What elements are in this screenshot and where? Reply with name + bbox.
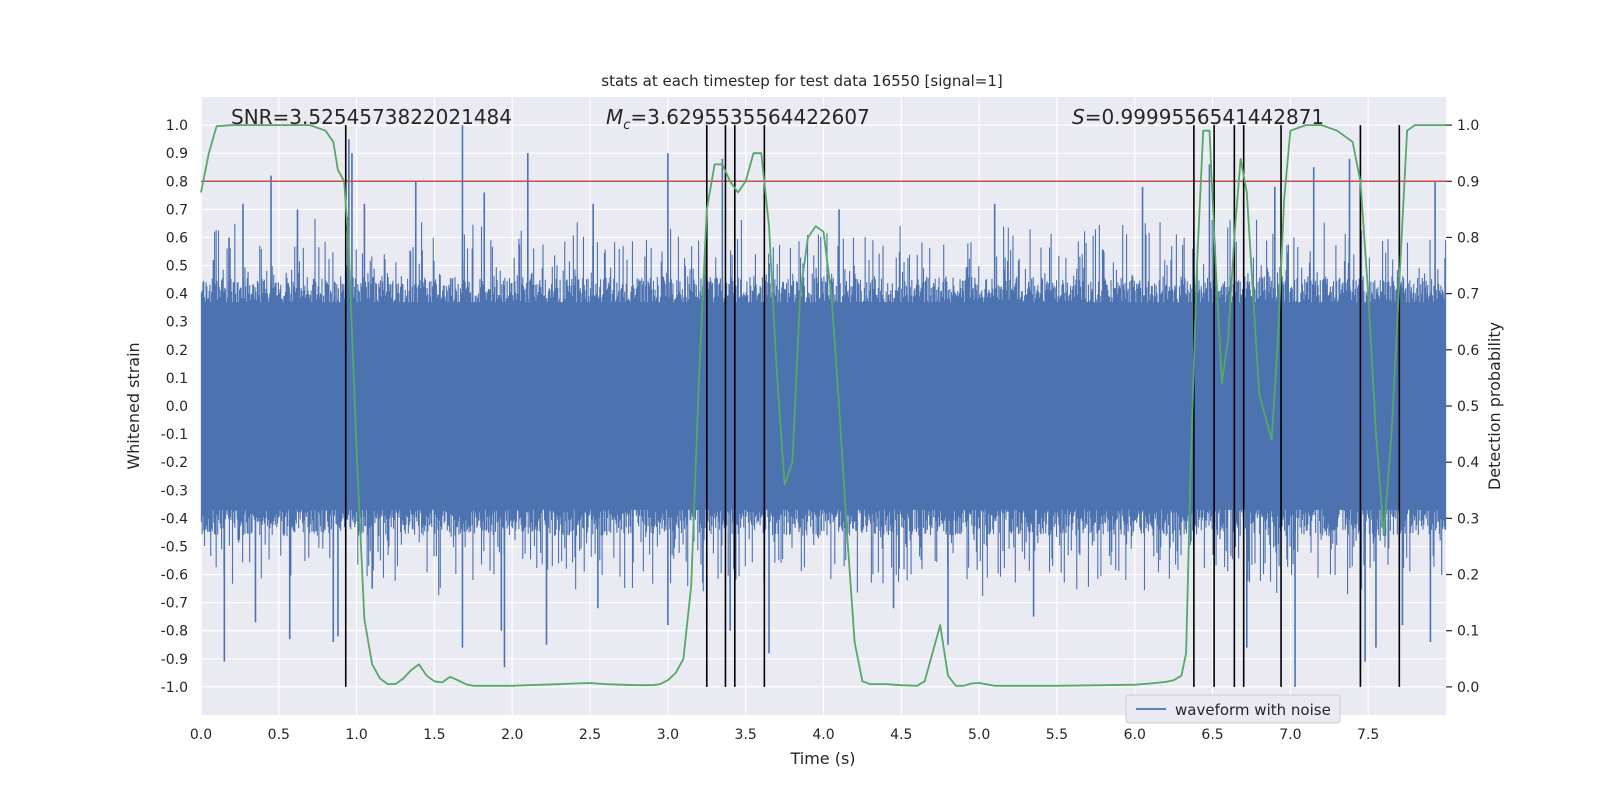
x-tick-label: 1.0 (345, 727, 367, 743)
y-tick-label-left: 0.8 (166, 174, 188, 190)
y-tick-label-left: 0.0 (166, 399, 188, 415)
y-tick-label-left: 0.1 (166, 371, 188, 387)
score-symbol: S (1072, 105, 1085, 129)
y-tick-label-right: 0.5 (1457, 399, 1479, 415)
y-tick-label-left: -1.0 (161, 680, 188, 696)
y-tick-label-right: 0.2 (1457, 568, 1479, 584)
x-tick-label: 5.5 (1046, 727, 1068, 743)
chirp-mass-annotation: Mc=3.6295535564422607 (606, 105, 870, 133)
y-tick-label-right: 0.9 (1457, 174, 1479, 190)
waveform-series (200, 125, 1447, 687)
y-tick-label-right: 1.0 (1457, 118, 1479, 134)
y-axis-left-ticks: -1.0 -0.9 -0.8 -0.7 -0.6 -0.5 -0.4 -0.3 -0.2 -0.1… (161, 118, 188, 696)
y-tick-label-right: 0.1 (1457, 624, 1479, 640)
y-tick-label-left: -0.7 (161, 596, 188, 612)
y-tick-label-left: -0.3 (161, 483, 188, 499)
chirp-mass-subscript: c (623, 118, 630, 133)
y-tick-label-left: -0.5 (161, 539, 188, 555)
y-tick-label-right: 0.8 (1457, 230, 1479, 246)
waveform-band (201, 302, 1446, 510)
y-axis-right-ticks: 0.0 0.1 0.2 0.3 0.4 0.5 0.6 0.7 0.8 0.9 1.0 (1446, 118, 1479, 696)
x-tick-label: 2.5 (579, 727, 601, 743)
y-tick-label-left: 0.6 (166, 230, 188, 246)
y-tick-label-left: -0.8 (161, 624, 188, 640)
x-tick-label: 4.0 (812, 727, 834, 743)
y-tick-label-left: 0.5 (166, 259, 188, 275)
x-tick-label: 7.5 (1357, 727, 1379, 743)
y-tick-label-left: 0.9 (166, 146, 188, 162)
x-tick-label: 7.0 (1279, 727, 1301, 743)
x-tick-label: 3.0 (657, 727, 679, 743)
y-tick-label-left: -0.4 (161, 511, 188, 527)
chirp-mass-value: =3.6295535564422607 (630, 105, 869, 129)
y-tick-label-left: -0.2 (161, 455, 188, 471)
x-tick-label: 0.5 (268, 727, 290, 743)
x-tick-label: 2.0 (501, 727, 523, 743)
x-tick-label: 5.0 (968, 727, 990, 743)
detection-probability-line (200, 124, 1446, 687)
y-tick-label-left: -0.6 (161, 568, 188, 584)
legend: waveform with noise (1125, 694, 1341, 724)
y-tick-label-left: 1.0 (166, 118, 188, 134)
y-tick-label-right: 0.0 (1457, 680, 1479, 696)
y-tick-label-left: 0.3 (166, 315, 188, 331)
x-tick-label: 1.5 (423, 727, 445, 743)
chart-title: stats at each timestep for test data 165… (601, 72, 1002, 90)
y-tick-label-right: 0.3 (1457, 511, 1479, 527)
snr-annotation: SNR=3.5254573822021484 (231, 105, 512, 129)
y-axis-left-label: Whitened strain (124, 342, 143, 469)
y-axis-right-label: Detection probability (1485, 322, 1504, 490)
y-tick-label-left: -0.9 (161, 652, 188, 668)
x-tick-label: 4.5 (890, 727, 912, 743)
y-tick-label-left: 0.2 (166, 343, 188, 359)
x-tick-label: 6.5 (1201, 727, 1223, 743)
y-tick-label-left: -0.1 (161, 427, 188, 443)
y-tick-label-left: 0.7 (166, 202, 188, 218)
score-value: =0.9999556541442871 (1085, 105, 1324, 129)
y-tick-label-left: 0.4 (166, 287, 188, 303)
y-tick-label-right: 0.7 (1457, 287, 1479, 303)
legend-box (1125, 694, 1341, 724)
legend-label: waveform with noise (1175, 701, 1331, 719)
y-tick-label-right: 0.6 (1457, 343, 1479, 359)
y-tick-label-right: 0.4 (1457, 455, 1479, 471)
x-tick-label: 6.0 (1124, 727, 1146, 743)
score-annotation: S=0.9999556541442871 (1072, 105, 1324, 129)
x-tick-label: 0.0 (190, 727, 212, 743)
chirp-mass-symbol: M (606, 105, 623, 129)
x-axis-label: Time (s) (789, 749, 855, 768)
x-axis-ticks: 0.0 0.5 1.0 1.5 2.0 2.5 3.0 3.5 4.0 4.5 5.0 5.5 6.0 6… (190, 727, 1379, 743)
x-tick-label: 3.5 (735, 727, 757, 743)
